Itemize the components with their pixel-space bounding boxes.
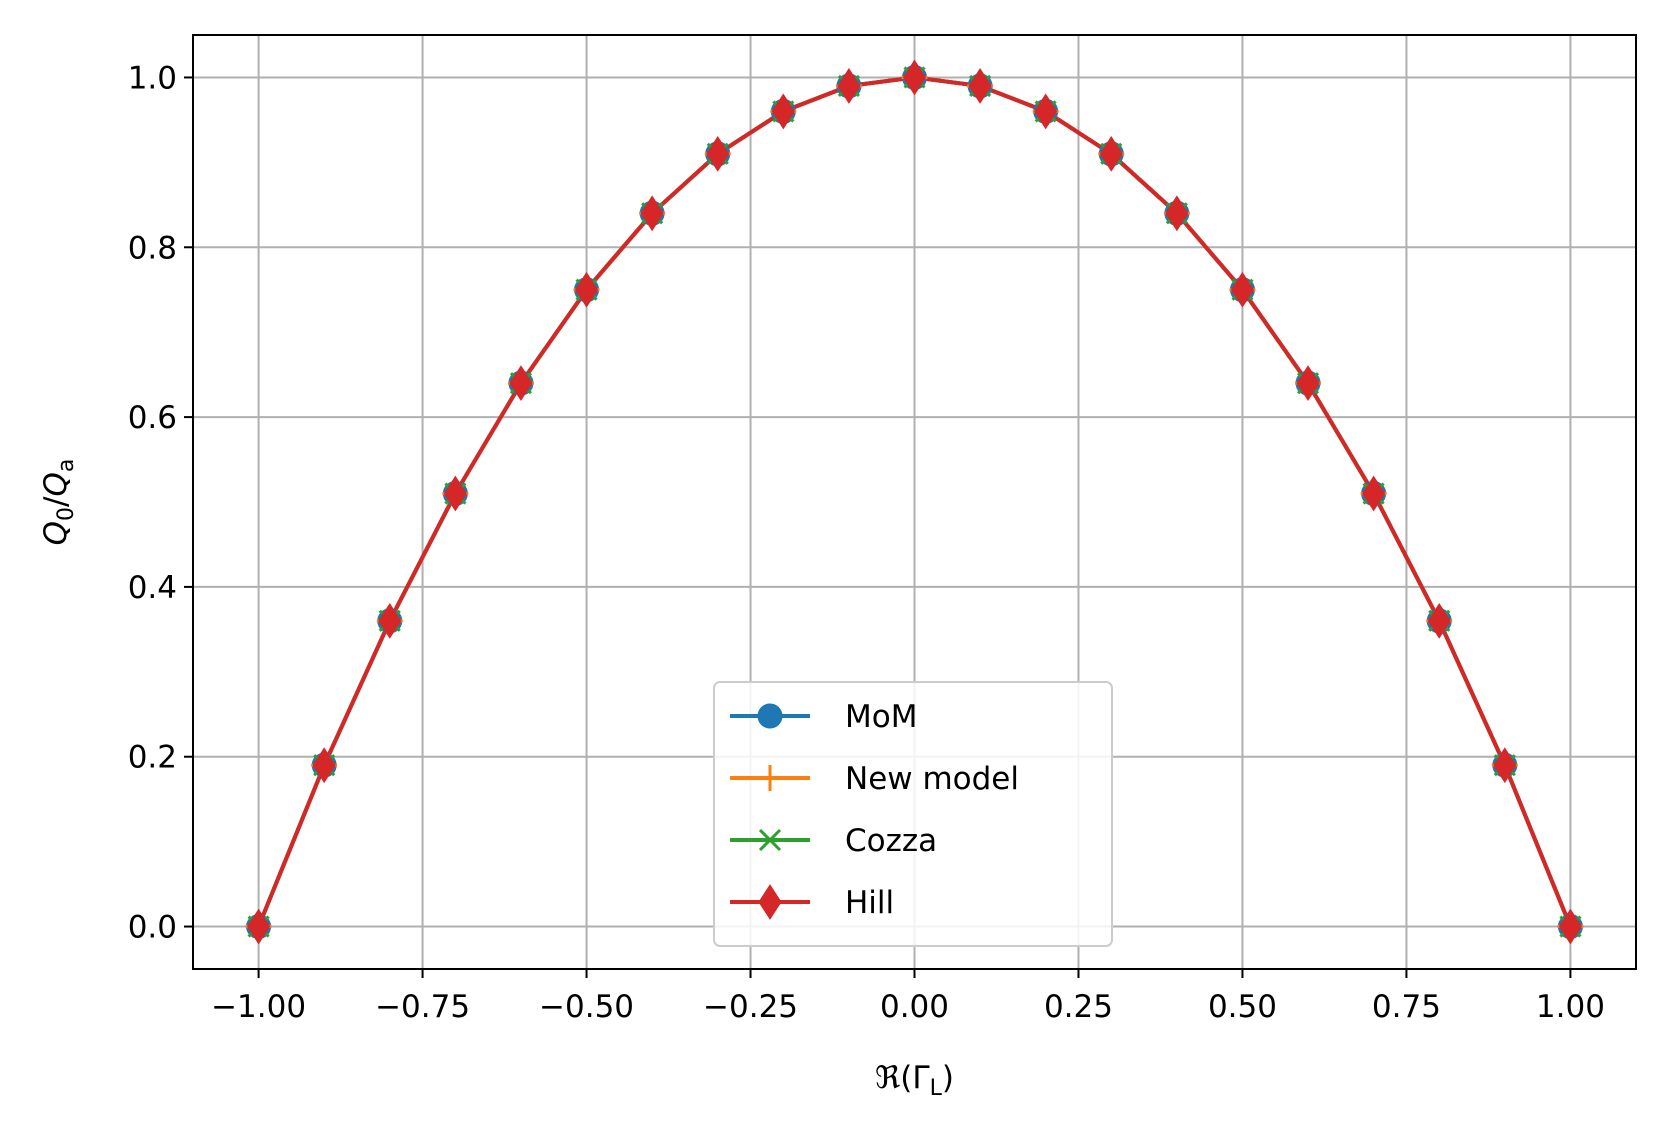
data-point-hill (1296, 365, 1320, 402)
data-point-hill (1165, 195, 1189, 232)
x-axis-ticks: −1.00 −0.75 −0.50 −0.25 0.00 0.25 0.50 0.75 1.00 (211, 969, 1605, 1025)
data-point-hill (1230, 271, 1255, 308)
y-tick-label: 0.4 (128, 570, 177, 606)
y-axis-label: Q0/Qa (38, 459, 79, 546)
x-axis-label-subscript: L (930, 1076, 943, 1101)
x-tick-label: 0.00 (880, 989, 949, 1025)
x-axis-label-close: ) (942, 1060, 954, 1096)
y-axis-label-slash: / (38, 496, 74, 507)
x-tick-label: 0.75 (1372, 989, 1441, 1025)
x-tick-label: 1.00 (1536, 989, 1605, 1025)
data-point-hill (312, 747, 336, 784)
legend-marker-hill (758, 884, 782, 920)
x-tick-label: −0.50 (539, 989, 634, 1025)
legend-label-new-model: New model (845, 761, 1019, 797)
legend-entries: MoM New model Cozza Hill (730, 699, 1019, 921)
data-point-hill (509, 365, 533, 402)
data-point-hill (1558, 908, 1583, 945)
y-axis-label-q1: Q (38, 521, 74, 545)
x-axis-label-main: ℜ(Γ (875, 1060, 930, 1096)
data-point-hill (640, 195, 664, 232)
data-point-hill (1493, 747, 1517, 784)
x-tick-label: −0.75 (375, 989, 470, 1025)
data-point-hill (771, 93, 795, 130)
data-point-hill (1099, 135, 1123, 172)
data-point-hill (968, 68, 992, 104)
y-tick-label: 0.0 (128, 910, 177, 946)
legend-box (713, 681, 1113, 947)
y-tick-label: 0.6 (128, 400, 177, 436)
x-tick-label: −1.00 (211, 989, 306, 1025)
y-axis-ticks: 0.0 0.2 0.4 0.6 0.8 1.0 (128, 60, 193, 946)
legend-label-hill: Hill (845, 885, 894, 921)
legend-label-mom: MoM (845, 699, 917, 735)
y-axis-label-sub2: a (54, 459, 79, 472)
y-axis-label-sub1: 0 (54, 507, 79, 521)
x-tick-label: −0.25 (703, 989, 798, 1025)
data-point-hill (706, 135, 730, 172)
data-point-hill (443, 475, 467, 512)
data-point-hill (246, 908, 271, 945)
series-markers (245, 59, 1584, 945)
data-point-hill (378, 602, 402, 639)
x-axis-label: ℜ(ΓL) (875, 1060, 954, 1101)
legend: MoM New model Cozza Hill (713, 681, 1113, 947)
data-point-hill (574, 271, 599, 308)
y-tick-label: 1.0 (128, 60, 177, 96)
y-tick-label: 0.8 (128, 230, 177, 266)
y-axis-label-q2: Q (38, 472, 74, 496)
legend-marker-cozza (758, 828, 782, 852)
legend-label-cozza: Cozza (845, 823, 937, 859)
data-point-hill (1034, 93, 1058, 130)
y-tick-label: 0.2 (128, 740, 177, 776)
data-point-hill (1362, 475, 1386, 512)
data-point-hill (1427, 602, 1451, 639)
legend-marker-new-model (757, 765, 783, 791)
data-point-hill (837, 68, 861, 104)
legend-marker-mom (757, 703, 783, 729)
x-tick-label: 0.50 (1208, 989, 1277, 1025)
x-tick-label: 0.25 (1044, 989, 1113, 1025)
data-point-hill (902, 59, 927, 96)
